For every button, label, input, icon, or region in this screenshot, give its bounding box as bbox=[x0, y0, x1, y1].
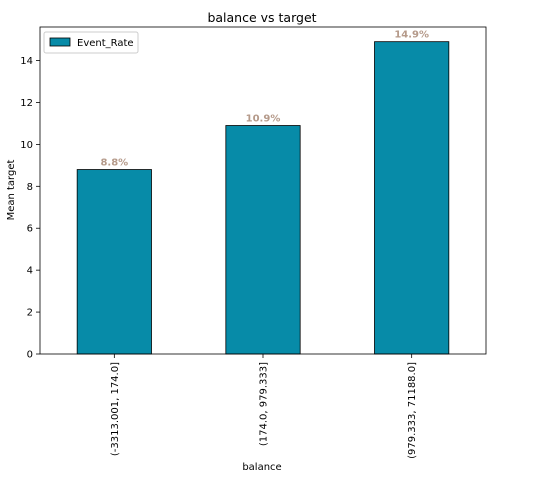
data-label: 10.9% bbox=[246, 114, 281, 125]
x-axis-label: balance bbox=[242, 462, 281, 473]
y-axis-label: Mean target bbox=[6, 160, 17, 221]
legend: Event_Rate bbox=[44, 32, 138, 53]
y-tick-label: 4 bbox=[27, 266, 33, 277]
bar bbox=[226, 126, 300, 354]
x-tick-label: (-3313.001, 174.0] bbox=[110, 362, 121, 456]
x-tick-label: (979.333, 71188.0] bbox=[407, 362, 418, 459]
data-label: 14.9% bbox=[394, 30, 429, 41]
chart-title: balance vs target bbox=[207, 10, 316, 25]
legend-swatch bbox=[50, 38, 70, 46]
y-tick-label: 6 bbox=[27, 224, 33, 235]
plot-area: 0 2 4 6 8 10 12 14 8.8% (-3313.001, 174.0] 10.9% (1… bbox=[20, 27, 486, 459]
y-tick-label: 14 bbox=[20, 56, 33, 67]
bar bbox=[77, 170, 151, 354]
y-tick-label: 12 bbox=[20, 98, 33, 109]
x-tick-label: (174.0, 979.333] bbox=[259, 362, 270, 446]
y-tick-label: 0 bbox=[27, 350, 33, 361]
data-label: 8.8% bbox=[100, 158, 128, 169]
y-tick-label: 2 bbox=[27, 308, 33, 319]
legend-label: Event_Rate bbox=[77, 38, 134, 49]
y-tick-label: 8 bbox=[27, 182, 33, 193]
bar bbox=[375, 42, 449, 354]
y-tick-label: 10 bbox=[20, 140, 33, 151]
